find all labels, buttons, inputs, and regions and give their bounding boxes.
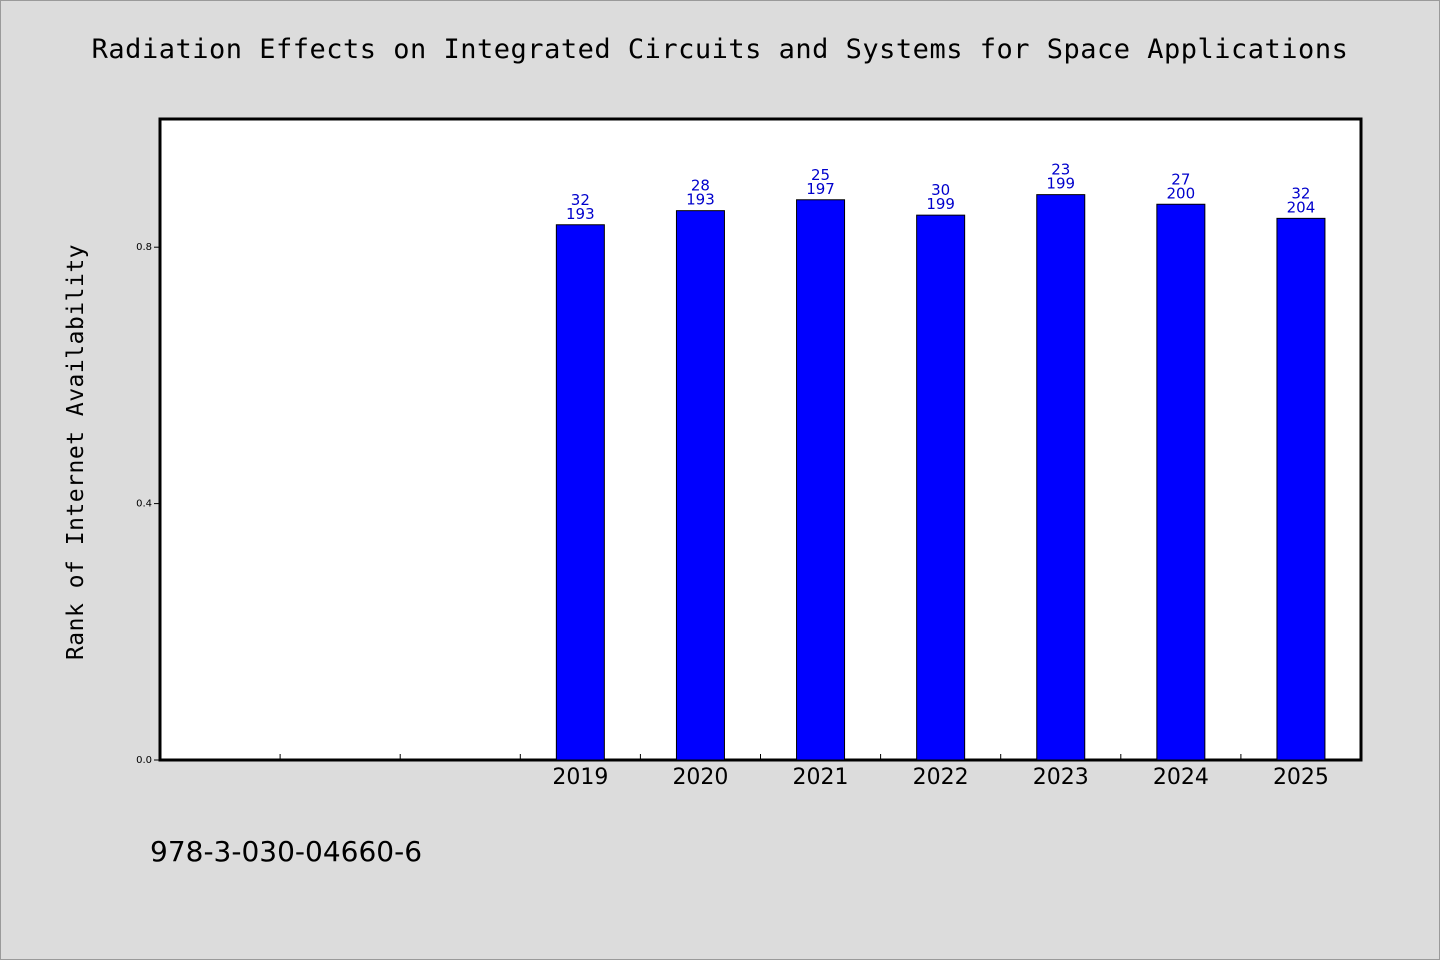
- bar: [1036, 194, 1086, 761]
- bar-label-top: 23: [1051, 161, 1070, 179]
- bar: [1276, 217, 1326, 761]
- bar-label-bottom: 204: [1287, 198, 1316, 216]
- bar-label-top: 30: [931, 181, 950, 199]
- bar-label-top: 28: [691, 177, 710, 195]
- bar: [675, 210, 725, 761]
- bar: [796, 199, 846, 761]
- y-tick-label: 0.8: [136, 242, 152, 253]
- y-tick-label: 0.0: [136, 755, 152, 766]
- bar-label-bottom: 193: [566, 205, 595, 223]
- x-category-label: 2022: [913, 765, 969, 790]
- x-category-label: 2023: [1033, 765, 1089, 790]
- x-category-label: 2020: [672, 765, 728, 790]
- chart-marks: 0.00.40.81933220191932820201972520211993…: [136, 161, 1329, 790]
- bar: [555, 224, 605, 761]
- bar-label-top: 32: [1291, 184, 1310, 202]
- bar-label-top: 25: [811, 166, 830, 184]
- bar-label-bottom: 193: [686, 191, 715, 209]
- x-category-label: 2024: [1153, 765, 1209, 790]
- bar-label-top: 27: [1171, 170, 1190, 188]
- bar-label-bottom: 200: [1167, 184, 1196, 202]
- bar-label-bottom: 199: [1046, 175, 1075, 193]
- isbn-text: 978-3-030-04660-6: [150, 835, 423, 868]
- x-category-label: 2025: [1273, 765, 1329, 790]
- bar-label-bottom: 199: [926, 195, 955, 213]
- bar: [1156, 203, 1206, 761]
- y-tick-label: 0.4: [136, 499, 152, 510]
- x-category-label: 2021: [793, 765, 849, 790]
- bar-label-top: 32: [571, 191, 590, 209]
- x-category-label: 2019: [552, 765, 608, 790]
- bar: [916, 214, 966, 761]
- chart-title: Radiation Effects on Integrated Circuits…: [91, 34, 1349, 65]
- bar-label-bottom: 197: [806, 180, 835, 198]
